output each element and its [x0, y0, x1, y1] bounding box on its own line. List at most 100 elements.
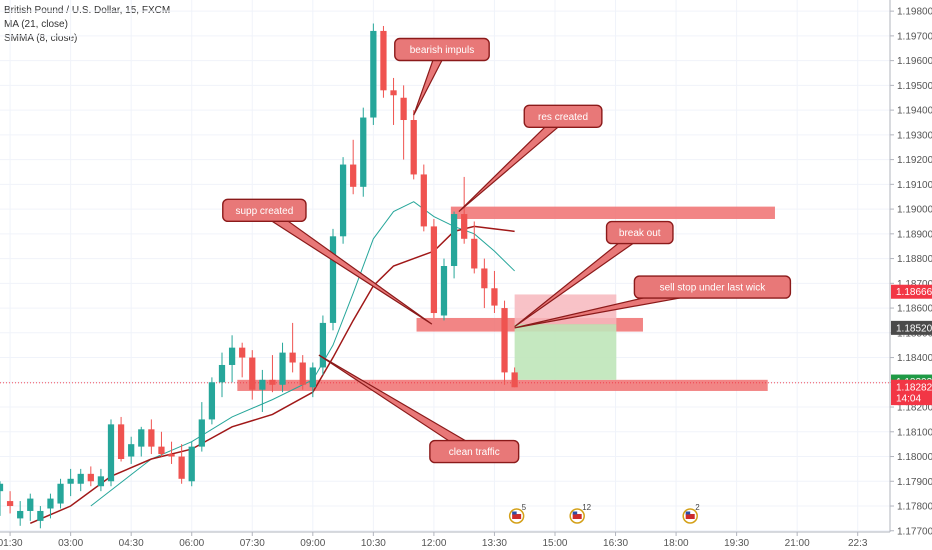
- annotation-label: sell stop under last wick: [660, 283, 767, 294]
- candle-body: [370, 30, 377, 118]
- price-tick-label: 1.18800: [897, 254, 932, 265]
- candle-body: [128, 444, 135, 457]
- price-tag-bg: [891, 320, 932, 335]
- price-tag-bg: [891, 379, 932, 394]
- candle: [309, 362, 316, 398]
- price-tick-label: 1.18100: [897, 427, 932, 438]
- candle: [289, 322, 296, 373]
- candle: [380, 25, 387, 98]
- candle: [319, 315, 327, 375]
- candle-body: [481, 268, 488, 289]
- annotation: supp created: [222, 198, 433, 325]
- candle: [390, 77, 397, 125]
- price-tick-label: 1.17700: [897, 526, 932, 537]
- price-tag: 14:04: [891, 391, 932, 406]
- time-tick-label: 03:00: [58, 538, 83, 549]
- time-tick-label: 18:00: [664, 538, 689, 549]
- candle: [440, 258, 448, 321]
- candle: [299, 355, 306, 390]
- candle: [350, 139, 357, 195]
- candle-body: [420, 174, 427, 227]
- candle-body: [380, 30, 387, 91]
- legend-smma: SMMA (8, close): [4, 33, 78, 44]
- candle: [450, 211, 458, 279]
- price-tick-label: 1.19400: [897, 106, 932, 117]
- price-tick-label: 1.18900: [897, 229, 932, 240]
- price-tick-label: 1.18000: [897, 452, 932, 463]
- candle-body: [17, 510, 24, 519]
- annotation: sell stop under last wick: [514, 275, 792, 329]
- candle: [511, 367, 518, 388]
- price-tick-label: 1.19600: [897, 56, 932, 67]
- candle: [77, 468, 84, 492]
- candle-body: [198, 419, 205, 447]
- price-tag: 1.18666: [891, 284, 932, 299]
- candle-body: [87, 473, 94, 482]
- candle-body: [329, 236, 337, 323]
- time-tick-label: 21:00: [785, 538, 810, 549]
- candle-body: [148, 429, 155, 447]
- candle: [138, 426, 145, 457]
- price-axis: 1.19800 1.19700 1.19600 1.19500 1.19400 1.193…: [889, 0, 932, 537]
- candle-body: [299, 362, 306, 385]
- annotation-box: [523, 104, 603, 128]
- candle-body: [188, 446, 195, 482]
- event-count: 2: [695, 503, 700, 512]
- candle-body: [319, 322, 327, 368]
- price-tick-label: 1.17900: [897, 477, 932, 488]
- candle: [0, 481, 4, 516]
- candle-body: [491, 288, 498, 306]
- candle: [400, 85, 407, 160]
- price-tag-bg: [891, 391, 932, 406]
- candle-body: [77, 473, 84, 484]
- annotation-label: bearish impuls: [410, 45, 474, 56]
- smma8-line: [29, 225, 515, 525]
- candle-body: [390, 90, 397, 96]
- candle: [491, 270, 498, 314]
- candle: [198, 402, 205, 452]
- candle-body: [511, 372, 518, 388]
- event-flag-stripes: [685, 514, 695, 519]
- price-tick-label: 1.18400: [897, 353, 932, 364]
- time-tick-label: 09:00: [300, 538, 325, 549]
- candle-body: [97, 476, 105, 487]
- candle: [57, 478, 64, 509]
- candle: [97, 468, 105, 492]
- time-tick-label: 15:00: [542, 538, 567, 549]
- candle: [107, 419, 115, 487]
- annotation-pointer: [260, 205, 433, 325]
- candle: [168, 441, 175, 464]
- candle: [239, 342, 246, 378]
- candle-body: [249, 357, 256, 390]
- time-tick-label: 19:30: [724, 538, 749, 549]
- price-tag-label: 1.18666: [896, 287, 932, 298]
- candle: [269, 355, 276, 393]
- price-tick-label: 1.19800: [897, 7, 932, 18]
- candle-body: [461, 214, 468, 239]
- annotation-box: [429, 439, 520, 464]
- take-profit-area: [514, 324, 617, 380]
- candle-body: [208, 382, 216, 420]
- candle: [420, 164, 427, 232]
- candle-body: [6, 501, 14, 507]
- clean-traffic-zone: [237, 379, 768, 391]
- candle-body: [410, 120, 417, 175]
- price-tick-label: 1.19000: [897, 205, 932, 216]
- candle: [501, 300, 508, 385]
- candle-body: [450, 214, 458, 266]
- candle-body: [360, 117, 367, 187]
- event-flag-stripes: [572, 514, 582, 519]
- candle-body: [279, 352, 286, 385]
- candle: [218, 352, 226, 398]
- candle: [17, 501, 24, 526]
- candle: [339, 157, 347, 244]
- candle-body: [350, 164, 357, 187]
- price-tick-label: 1.19500: [897, 81, 932, 92]
- time-tick-label: 01:30: [0, 538, 23, 549]
- event-flag-canton: [572, 511, 578, 515]
- annotation: bearish impuls: [394, 37, 490, 116]
- price-tick-label: 1.19100: [897, 180, 932, 191]
- price-tag-label: 1.18282: [896, 382, 932, 393]
- candle-body: [168, 454, 175, 457]
